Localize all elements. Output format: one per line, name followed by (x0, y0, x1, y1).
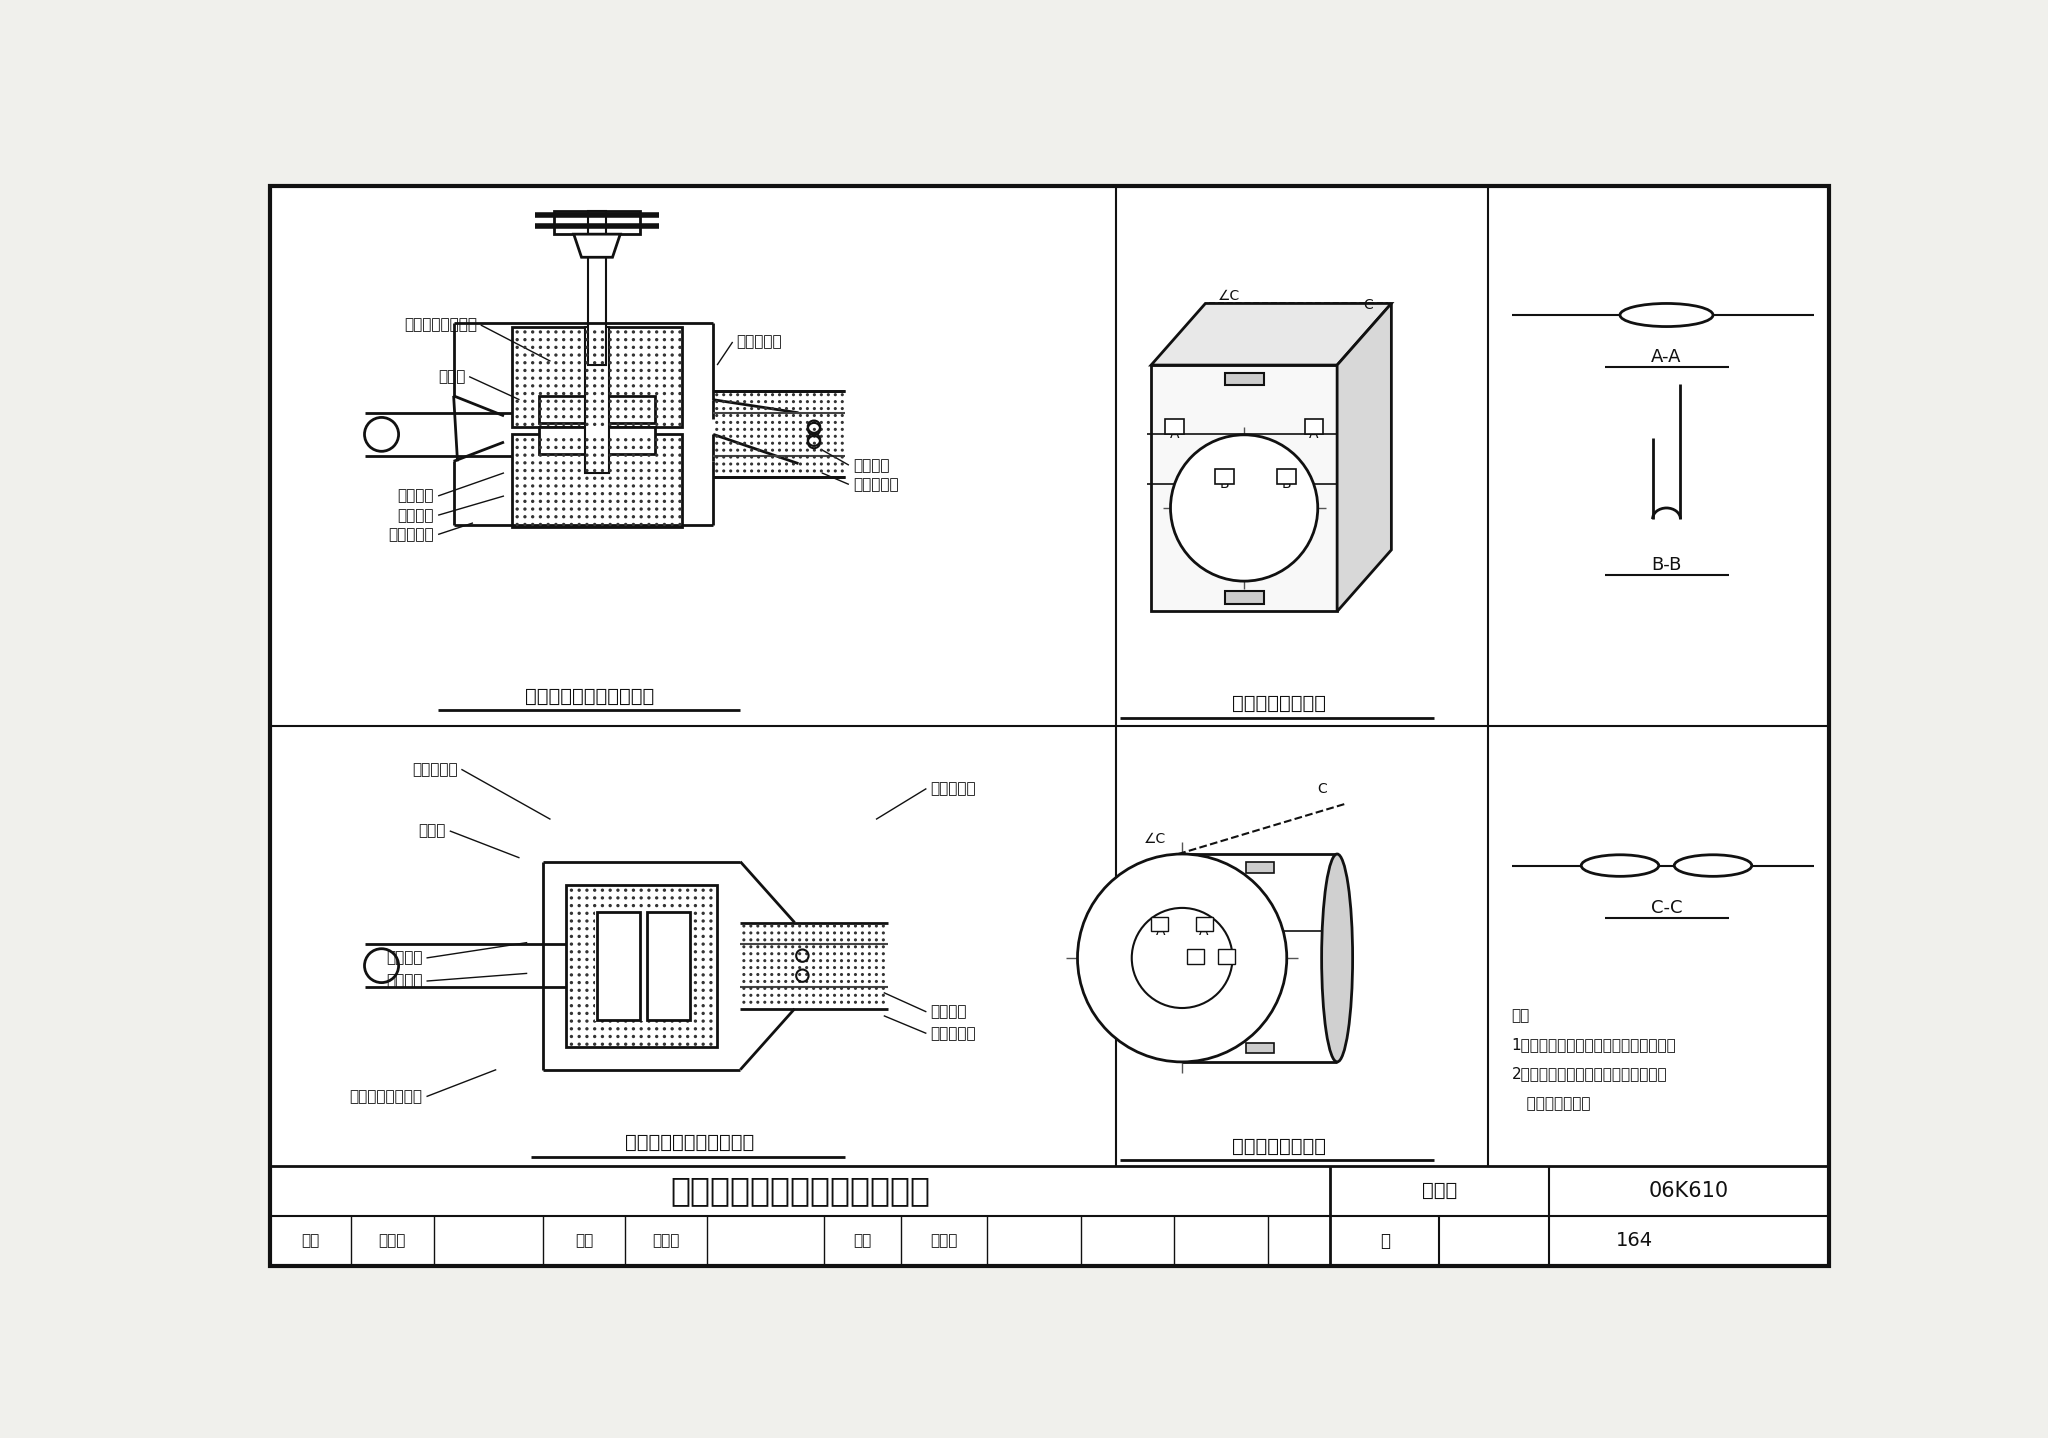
Text: 06K610: 06K610 (1649, 1181, 1729, 1201)
Text: 审核: 审核 (301, 1234, 319, 1248)
Text: B: B (1223, 952, 1233, 966)
Text: 不可拆式阀门保冷结构图: 不可拆式阀门保冷结构图 (524, 687, 653, 706)
Text: 刷密封胶: 刷密封胶 (397, 508, 434, 522)
Bar (596, 910, 688, 1021)
Text: C-C: C-C (1651, 899, 1681, 917)
Bar (1151, 917, 1167, 930)
Ellipse shape (1675, 854, 1751, 876)
Text: 填塞软质绝热材料: 填塞软质绝热材料 (403, 318, 477, 332)
Text: 不可拆式法兰保冷结构图: 不可拆式法兰保冷结构图 (625, 1133, 754, 1152)
Text: 保冷材料: 保冷材料 (397, 489, 434, 503)
Bar (1305, 418, 1323, 434)
Text: 法兰用金属保护罩: 法兰用金属保护罩 (1233, 1137, 1325, 1156)
Text: B: B (1221, 477, 1229, 492)
Bar (647, 912, 690, 1020)
Text: A: A (1309, 427, 1319, 441)
Bar (647, 912, 690, 1020)
Bar (512, 434, 682, 526)
Bar (598, 912, 639, 1020)
Circle shape (1077, 854, 1286, 1061)
Text: C: C (1364, 298, 1372, 312)
Text: A-A: A-A (1651, 348, 1681, 367)
Bar (270, 1166, 1829, 1265)
Polygon shape (1337, 303, 1391, 611)
Text: 注：: 注： (1511, 1008, 1530, 1022)
Text: A: A (1169, 427, 1180, 441)
Text: 设计: 设计 (854, 1234, 872, 1248)
Text: ∠C: ∠C (1145, 831, 1165, 846)
Text: 图集号: 图集号 (1421, 1182, 1456, 1201)
Text: 页: 页 (1380, 1232, 1391, 1250)
Bar (1186, 949, 1204, 963)
Bar (1225, 591, 1264, 604)
Ellipse shape (1620, 303, 1712, 326)
Text: 金属保冷层: 金属保冷层 (412, 762, 457, 777)
Bar (1245, 1043, 1274, 1054)
Text: 阀门用金属保护罩: 阀门用金属保护罩 (1233, 695, 1325, 713)
Text: C: C (1317, 782, 1327, 795)
Bar (539, 395, 655, 423)
Text: 阀门、法兰不可拆式保冷结构: 阀门、法兰不可拆式保冷结构 (670, 1175, 930, 1208)
Text: 1．保冷厚度与相应直管保冷厚度相同．: 1．保冷厚度与相应直管保冷厚度相同． (1511, 1037, 1675, 1053)
Bar (539, 427, 655, 453)
Bar (1151, 365, 1337, 611)
Bar (1278, 469, 1296, 485)
Bar (1165, 418, 1184, 434)
Text: 防潮层: 防潮层 (438, 370, 465, 384)
Text: B: B (1192, 952, 1200, 966)
Bar (1196, 917, 1212, 930)
Text: 直管防腐相同．: 直管防腐相同． (1511, 1096, 1589, 1110)
Text: 自攻螺钉: 自攻螺钉 (930, 1004, 967, 1020)
Text: 自攻螺钉: 自攻螺钉 (852, 457, 889, 473)
Ellipse shape (1581, 854, 1659, 876)
Text: 2．管道外皮防腐、保护层外皮防腐与: 2．管道外皮防腐、保护层外皮防腐与 (1511, 1067, 1667, 1081)
Text: 或抽芯铆钉: 或抽芯铆钉 (852, 477, 899, 492)
Text: 冯婷婷: 冯婷婷 (930, 1234, 958, 1248)
Text: ∠C: ∠C (1217, 289, 1239, 303)
Circle shape (1171, 434, 1317, 581)
Bar (598, 912, 639, 1020)
Text: 防潮层: 防潮层 (418, 824, 446, 838)
Text: 金属保护层: 金属保护层 (389, 526, 434, 542)
Polygon shape (573, 234, 621, 257)
Text: 金属保护层: 金属保护层 (737, 335, 782, 349)
Text: 刷密封胶: 刷密封胶 (387, 974, 422, 988)
Polygon shape (1151, 303, 1391, 365)
Ellipse shape (1321, 854, 1352, 1061)
Bar (1219, 949, 1235, 963)
Text: 填塞软质绝热材料: 填塞软质绝热材料 (350, 1089, 422, 1104)
Bar (565, 884, 717, 1047)
Text: B: B (1282, 477, 1292, 492)
Text: A: A (1155, 925, 1165, 938)
Bar (555, 211, 639, 234)
Text: B-B: B-B (1651, 557, 1681, 574)
Bar (512, 326, 682, 427)
Text: 白世胜: 白世胜 (653, 1234, 680, 1248)
Text: 潘云钢: 潘云钢 (379, 1234, 406, 1248)
Bar (1225, 372, 1264, 385)
Bar (1245, 863, 1274, 873)
Circle shape (1133, 907, 1233, 1008)
Bar (1214, 469, 1235, 485)
Text: 校对: 校对 (575, 1234, 594, 1248)
Text: 保冷材料: 保冷材料 (387, 951, 422, 965)
Text: 164: 164 (1616, 1231, 1653, 1251)
Text: 金属保护层: 金属保护层 (930, 781, 977, 797)
Text: 或抽芯铆钉: 或抽芯铆钉 (930, 1025, 977, 1041)
Bar (586, 326, 608, 473)
Text: A: A (1198, 925, 1208, 938)
Bar (588, 211, 606, 365)
